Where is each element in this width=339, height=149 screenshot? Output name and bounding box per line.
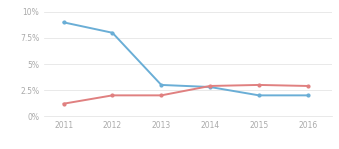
Dover Air Force Base Middle School: [257, 94, 261, 96]
Line: Dover Air Force Base Middle School: Dover Air Force Base Middle School: [62, 21, 309, 97]
(DE) State Average: [159, 94, 163, 96]
(DE) State Average: [111, 94, 115, 96]
Dover Air Force Base Middle School: [159, 84, 163, 86]
Line: (DE) State Average: (DE) State Average: [62, 84, 309, 105]
(DE) State Average: [208, 85, 212, 87]
Dover Air Force Base Middle School: [208, 86, 212, 88]
Dover Air Force Base Middle School: [62, 21, 66, 23]
(DE) State Average: [306, 85, 310, 87]
(DE) State Average: [257, 84, 261, 86]
(DE) State Average: [62, 103, 66, 105]
Dover Air Force Base Middle School: [111, 32, 115, 34]
Dover Air Force Base Middle School: [306, 94, 310, 96]
